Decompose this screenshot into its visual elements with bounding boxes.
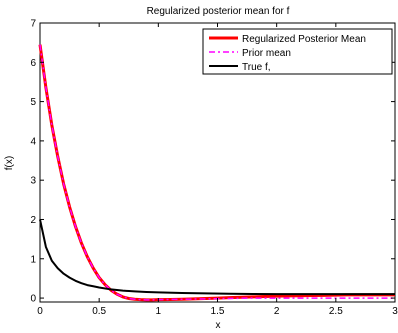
x-tick-label: 0.5: [92, 306, 106, 317]
x-tick-label: 0: [37, 306, 43, 317]
series-line-true-f: [39, 219, 395, 296]
y-tick-label: 1: [30, 254, 36, 265]
legend: Regularized Posterior Mean Prior mean Tr…: [202, 28, 393, 75]
x-tick-label: 3: [392, 306, 398, 317]
x-tick-label: 1: [156, 306, 162, 317]
x-tick-label: 2.5: [329, 306, 343, 317]
y-tick-label: 3: [30, 176, 36, 187]
y-tick-label: 7: [30, 19, 36, 30]
y-tick-label: 6: [30, 58, 36, 69]
y-tick-label: 2: [30, 215, 36, 226]
chart-title: Regularized posterior mean for f: [147, 6, 290, 17]
y-tick-label: 5: [30, 97, 36, 108]
x-tick-label: 1.5: [211, 306, 225, 317]
tick-group: 0 0.5 1 1.5 2 2.5 3 0 1 2 3 4 5 6 7: [30, 19, 398, 318]
y-tick-label: 0: [30, 294, 36, 305]
legend-label-true: True f,: [242, 62, 271, 73]
x-axis-label: x: [216, 320, 221, 331]
y-axis-label: f(x): [4, 156, 15, 170]
x-tick-label: 2: [274, 306, 280, 317]
legend-label-posterior: Regularized Posterior Mean: [242, 34, 366, 45]
y-tick-label: 4: [30, 136, 36, 147]
legend-label-prior: Prior mean: [242, 48, 291, 59]
